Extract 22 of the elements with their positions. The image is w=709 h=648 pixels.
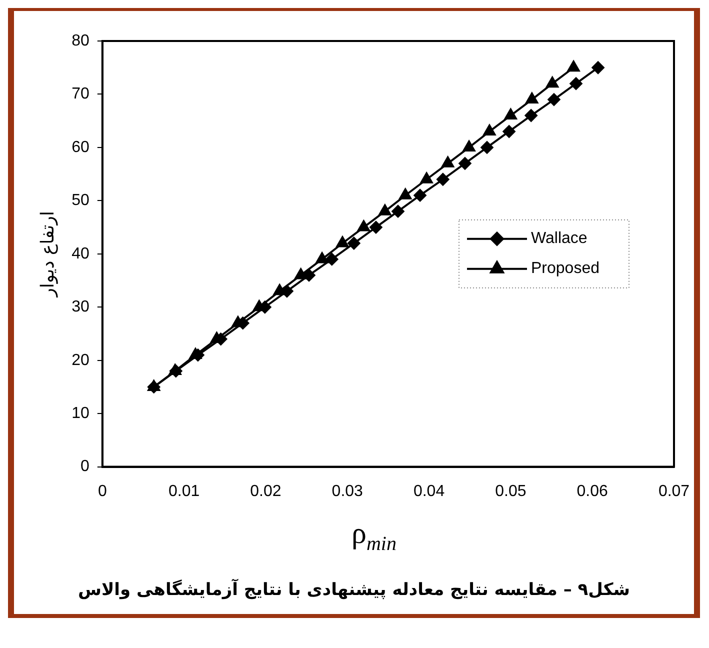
x-tick-label: 0.06 xyxy=(576,482,608,500)
y-tick-label: 50 xyxy=(72,192,90,210)
x-tick-label: 0.03 xyxy=(332,482,364,500)
legend-label: Wallace xyxy=(531,230,588,248)
x-tick-label: 0.04 xyxy=(413,482,445,500)
y-tick-label: 0 xyxy=(80,458,90,476)
y-tick-label: 40 xyxy=(72,245,90,262)
y-axis-title: ارتفاع دیوار xyxy=(37,211,58,298)
x-tick-label: 0.05 xyxy=(495,482,526,500)
y-tick-label: 10 xyxy=(72,404,90,422)
x-tick-label: 0.02 xyxy=(250,482,282,500)
x-tick-label: 0.01 xyxy=(168,482,200,500)
y-tick-label: 30 xyxy=(72,298,90,316)
x-tick-label: 0.07 xyxy=(658,482,690,500)
y-tick-label: 60 xyxy=(72,138,90,156)
y-tick-label: 70 xyxy=(72,86,90,103)
x-axis-title: ρ$_{min}$ xyxy=(350,517,398,556)
legend-label: Proposed xyxy=(531,260,600,278)
x-tick-label: 0 xyxy=(98,482,107,500)
text: شکل۹ – مقایسه نتایج معادله پیشنهادی با نتایج آزمایشگاهی والاس xyxy=(77,580,631,600)
y-tick-label: 80 xyxy=(72,32,90,50)
y-tick-label: 20 xyxy=(72,352,90,369)
